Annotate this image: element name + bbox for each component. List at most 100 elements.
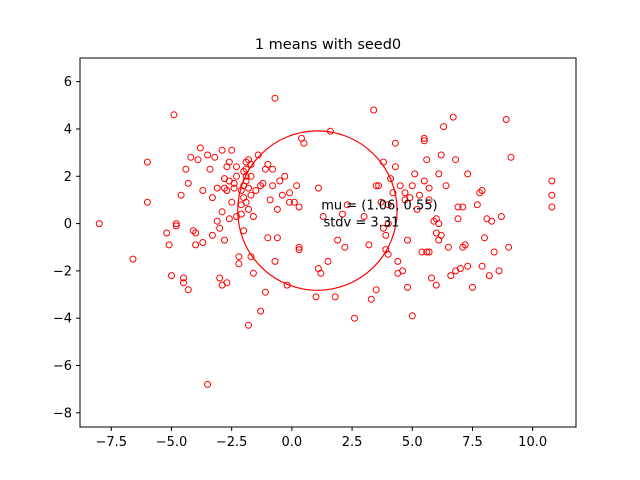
data-point (507, 153, 515, 161)
data-point (225, 158, 233, 166)
data-point (351, 314, 358, 322)
y-tick-label: 2 (64, 170, 72, 185)
data-point (425, 248, 433, 256)
data-point (269, 165, 277, 173)
data-point (319, 213, 327, 220)
data-point (223, 279, 231, 287)
data-point (444, 243, 452, 251)
data-point (249, 269, 257, 277)
data-point (266, 196, 274, 204)
data-point (495, 267, 503, 275)
data-point (230, 179, 238, 187)
data-point (459, 243, 467, 251)
data-point (257, 307, 265, 315)
data-point (216, 224, 224, 232)
data-point (242, 198, 250, 206)
data-point (343, 201, 351, 209)
data-point (206, 165, 214, 173)
data-point (497, 213, 505, 220)
data-point (295, 243, 303, 251)
data-point (213, 184, 221, 192)
data-point (341, 243, 349, 251)
data-point (548, 191, 556, 199)
data-point (218, 146, 226, 154)
data-point (370, 106, 378, 114)
data-point (360, 213, 368, 220)
data-point (394, 257, 402, 265)
data-point (548, 203, 556, 211)
data-point (488, 217, 496, 225)
data-point (411, 170, 419, 178)
stdv-annotation: stdv = 3.31 (323, 216, 399, 231)
data-point (196, 144, 204, 152)
data-point (365, 241, 373, 249)
data-point (216, 274, 224, 282)
data-point (420, 134, 428, 142)
data-point (464, 170, 472, 178)
data-point (204, 380, 212, 388)
data-point (257, 182, 265, 190)
data-point (295, 203, 303, 211)
data-point (478, 262, 486, 270)
data-point (478, 187, 486, 194)
y-tick-label: −8 (53, 406, 72, 421)
data-point (481, 234, 488, 242)
data-point (389, 189, 397, 197)
data-point (473, 201, 481, 209)
data-point (189, 227, 197, 235)
data-point (225, 215, 233, 223)
data-point (264, 234, 272, 242)
data-point (271, 94, 279, 102)
data-point (261, 288, 269, 296)
data-point (252, 187, 260, 194)
data-point (95, 220, 103, 228)
data-point (440, 123, 448, 131)
data-point (338, 210, 346, 218)
data-point (208, 231, 216, 239)
data-point (286, 198, 293, 206)
data-point (461, 241, 469, 249)
data-point (204, 151, 212, 159)
data-point (213, 217, 221, 225)
x-tick-label: 0.0 (282, 435, 303, 450)
y-tick-label: 4 (64, 122, 72, 137)
data-point (464, 262, 472, 270)
data-point (442, 182, 450, 190)
data-point (180, 274, 187, 282)
data-point (413, 205, 421, 213)
data-point (454, 203, 462, 211)
x-tick-label: 2.5 (342, 435, 363, 450)
data-point (163, 229, 171, 237)
data-point (399, 267, 407, 275)
data-point (377, 198, 385, 206)
data-point (293, 182, 301, 190)
data-point (168, 272, 175, 280)
data-point (437, 151, 445, 159)
data-point (314, 184, 322, 192)
data-point (281, 172, 289, 180)
data-point (192, 241, 200, 249)
chart-title: 1 means with seed0 (255, 37, 401, 53)
data-point (406, 194, 414, 202)
data-point (264, 160, 272, 168)
data-point (278, 191, 286, 199)
cluster-circle (237, 130, 398, 291)
data-point (418, 248, 426, 256)
data-point (416, 191, 423, 199)
data-point (423, 156, 431, 164)
data-point (423, 248, 431, 256)
data-point (290, 198, 298, 206)
data-point (435, 170, 443, 178)
data-points (95, 94, 556, 388)
data-point (182, 165, 190, 173)
y-tick-label: −6 (53, 359, 72, 374)
data-point (269, 182, 277, 190)
data-point (211, 153, 219, 161)
data-point (172, 220, 180, 228)
y-tick-label: 6 (64, 75, 72, 90)
data-point (172, 222, 180, 230)
data-point (295, 246, 303, 254)
data-point (199, 239, 207, 246)
data-point (490, 248, 498, 256)
